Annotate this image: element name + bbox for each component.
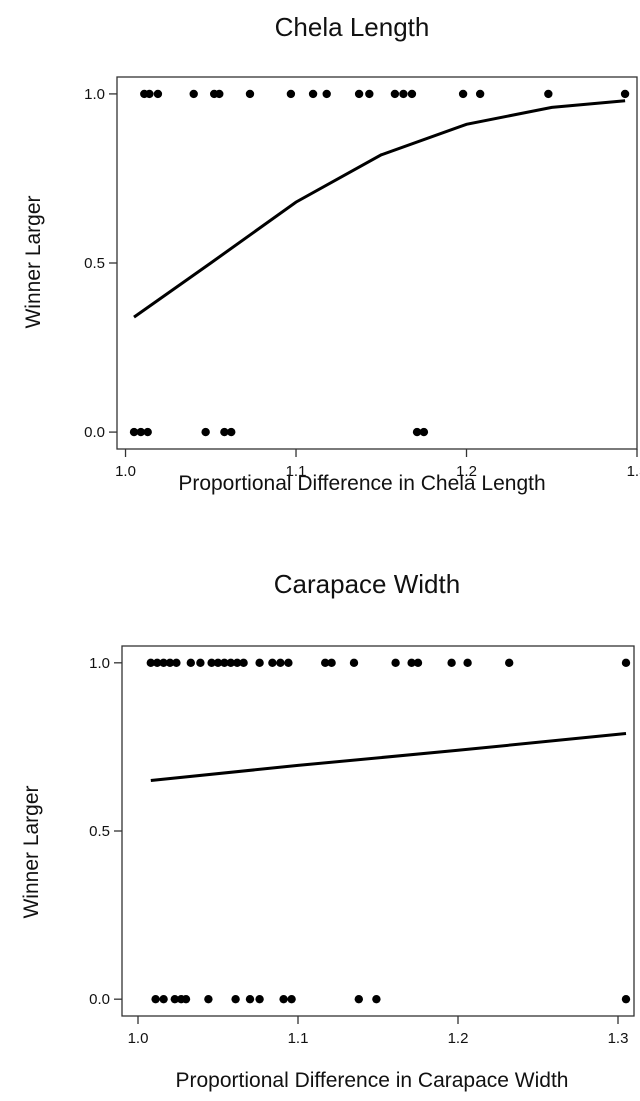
data-point — [475, 89, 485, 99]
data-point — [308, 89, 318, 99]
chart-carapace-width: Carapace Width Proportional Difference i… — [20, 569, 635, 1092]
chart-marks: 1.0 1.1 1.2 1.3 0.0 0.5 1.0 — [84, 86, 640, 480]
data-point — [321, 658, 330, 668]
plot-frame — [121, 645, 635, 1017]
data-point — [239, 658, 248, 668]
data-point — [255, 994, 264, 1004]
chart-chela-length: Chela Length Proportional Difference in … — [22, 12, 640, 495]
data-point — [172, 658, 181, 668]
data-point — [463, 658, 472, 668]
data-point — [354, 89, 364, 99]
fit-line — [150, 732, 627, 782]
x-tick-label: 1.2 — [456, 463, 477, 480]
data-point — [544, 89, 553, 99]
data-point — [226, 658, 235, 668]
data-point — [286, 89, 296, 99]
data-point — [284, 658, 293, 668]
x-tick-label: 1.1 — [286, 463, 307, 480]
chart-title: Carapace Width — [274, 569, 460, 599]
data-point — [276, 658, 285, 668]
data-point — [227, 427, 236, 437]
y-tick-label: 0.5 — [89, 823, 110, 840]
x-axis-label: Proportional Difference in Carapace Widt… — [176, 1069, 569, 1092]
data-point — [365, 89, 374, 99]
data-point — [207, 658, 216, 668]
y-tick-label: 0.5 — [84, 255, 105, 272]
data-point — [279, 994, 288, 1004]
data-point — [129, 427, 139, 437]
data-point — [391, 658, 400, 668]
data-point — [165, 658, 175, 668]
x-axis-label: Proportional Difference in Chela Length — [178, 472, 545, 495]
data-point — [407, 89, 417, 99]
data-point — [170, 994, 179, 1004]
data-point — [213, 658, 223, 668]
fit-line — [133, 99, 626, 319]
x-tick-label: 1.0 — [115, 463, 136, 480]
data-point — [204, 994, 213, 1004]
data-point — [159, 994, 168, 1004]
x-tick-label: 1.0 — [128, 1030, 149, 1047]
data-point — [153, 658, 162, 668]
data-point — [143, 427, 152, 437]
data-point — [186, 658, 195, 668]
data-point — [181, 994, 191, 1004]
data-point — [245, 994, 255, 1004]
data-point — [233, 658, 242, 668]
data-point — [146, 658, 155, 668]
data-point — [231, 994, 240, 1004]
data-point — [153, 89, 163, 99]
data-point — [407, 658, 416, 668]
data-point — [354, 994, 363, 1004]
data-point — [505, 658, 514, 668]
data-point — [245, 89, 255, 99]
data-point — [136, 427, 146, 437]
data-point — [196, 658, 205, 668]
data-point — [220, 658, 229, 668]
data-point — [268, 658, 277, 668]
data-point — [621, 994, 631, 1004]
y-axis-label: Winner Larger — [22, 195, 45, 328]
y-tick-label: 0.0 — [89, 991, 110, 1008]
data-point — [349, 658, 359, 668]
x-tick-label: 1.3 — [627, 463, 640, 480]
data-point — [390, 89, 400, 99]
x-tick-label: 1.2 — [448, 1030, 469, 1047]
data-point — [620, 89, 630, 99]
plot-frame — [116, 76, 638, 450]
y-tick-label: 1.0 — [89, 655, 110, 672]
data-point — [399, 89, 408, 99]
data-point — [151, 994, 160, 1004]
data-point — [215, 89, 224, 99]
data-point — [372, 994, 381, 1004]
data-point — [189, 89, 198, 99]
data-point — [255, 658, 264, 668]
data-point — [322, 89, 331, 99]
chart-marks: 1.0 1.1 1.2 1.3 0.0 0.5 1.0 — [89, 655, 631, 1047]
data-point — [145, 89, 154, 99]
data-point — [447, 658, 456, 668]
data-point — [419, 427, 429, 437]
chart-title: Chela Length — [275, 12, 430, 42]
data-point — [458, 89, 468, 99]
data-point — [621, 658, 631, 668]
data-point — [159, 658, 168, 668]
data-point — [287, 994, 296, 1004]
x-tick-label: 1.1 — [288, 1030, 309, 1047]
data-point — [413, 658, 423, 668]
data-point — [201, 427, 210, 437]
x-tick-label: 1.3 — [608, 1030, 629, 1047]
y-tick-label: 0.0 — [84, 424, 105, 441]
data-point — [220, 427, 229, 437]
data-point — [412, 427, 422, 437]
y-axis-label: Winner Larger — [20, 785, 43, 918]
y-tick-label: 1.0 — [84, 86, 105, 103]
data-point — [327, 658, 336, 668]
